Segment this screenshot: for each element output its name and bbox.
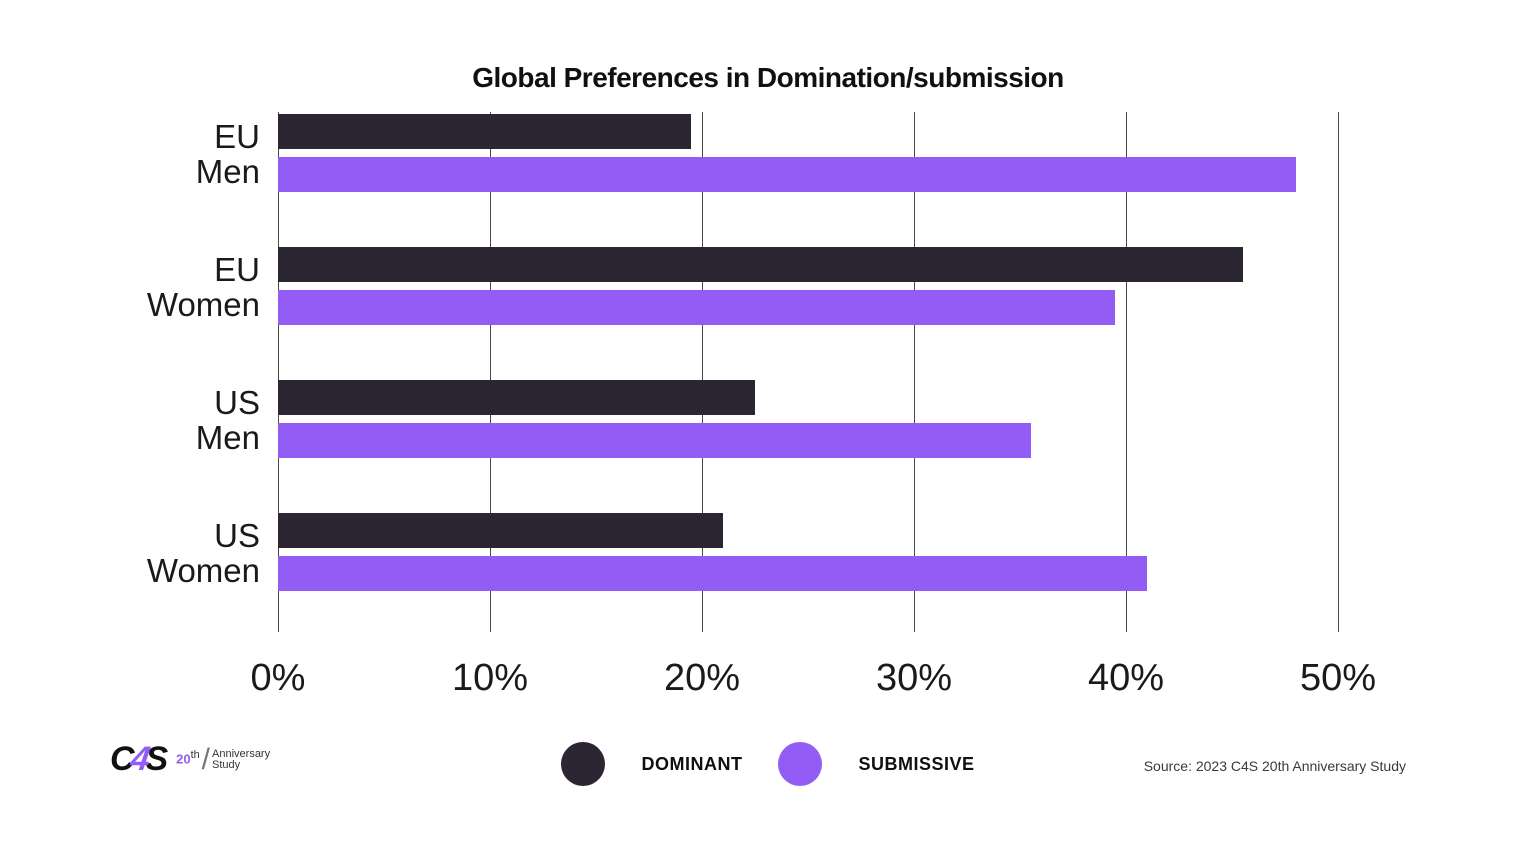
bar-submissive [278, 157, 1296, 192]
legend-swatch-submissive [778, 742, 822, 786]
chart-plot-area: 0%10%20%30%40%50%EUMenEUWomenUSMenUSWome… [278, 112, 1338, 652]
bar-submissive [278, 423, 1031, 458]
x-tick-label: 30% [876, 657, 952, 700]
legend-label-dominant: DOMINANT [641, 754, 742, 775]
category-label: EUWomen [147, 253, 278, 322]
x-tick-label: 0% [251, 657, 306, 700]
bar-submissive [278, 556, 1147, 591]
logo-sub1: Anniversary [212, 749, 270, 760]
logo-wordmark: C4S [110, 740, 166, 779]
x-tick-label: 10% [452, 657, 528, 700]
gridline [1338, 112, 1339, 632]
logo-th: th [191, 749, 200, 761]
source-text: Source: 2023 C4S 20th Anniversary Study [1144, 758, 1406, 774]
bar-dominant [278, 380, 755, 415]
logo-subtext: 20th/AnniversaryStudy [176, 745, 270, 775]
legend-swatch-dominant [561, 742, 605, 786]
x-tick-label: 20% [664, 657, 740, 700]
x-tick-label: 40% [1088, 657, 1164, 700]
category-label: EUMen [196, 120, 278, 189]
chart-title: Global Preferences in Domination/submiss… [0, 62, 1536, 94]
category-label: USMen [196, 386, 278, 455]
legend-label-submissive: SUBMISSIVE [858, 754, 974, 775]
x-tick-label: 50% [1300, 657, 1376, 700]
category-label: USWomen [147, 519, 278, 588]
brand-logo: C4S 20th/AnniversaryStudy [110, 740, 270, 779]
logo-stack: AnniversaryStudy [212, 749, 270, 771]
bar-submissive [278, 290, 1115, 325]
bar-dominant [278, 114, 691, 149]
bar-dominant [278, 513, 723, 548]
logo-sub2: Study [212, 760, 270, 771]
logo-slash: / [202, 743, 210, 776]
bar-dominant [278, 247, 1243, 282]
logo-20: 20 [176, 751, 190, 766]
